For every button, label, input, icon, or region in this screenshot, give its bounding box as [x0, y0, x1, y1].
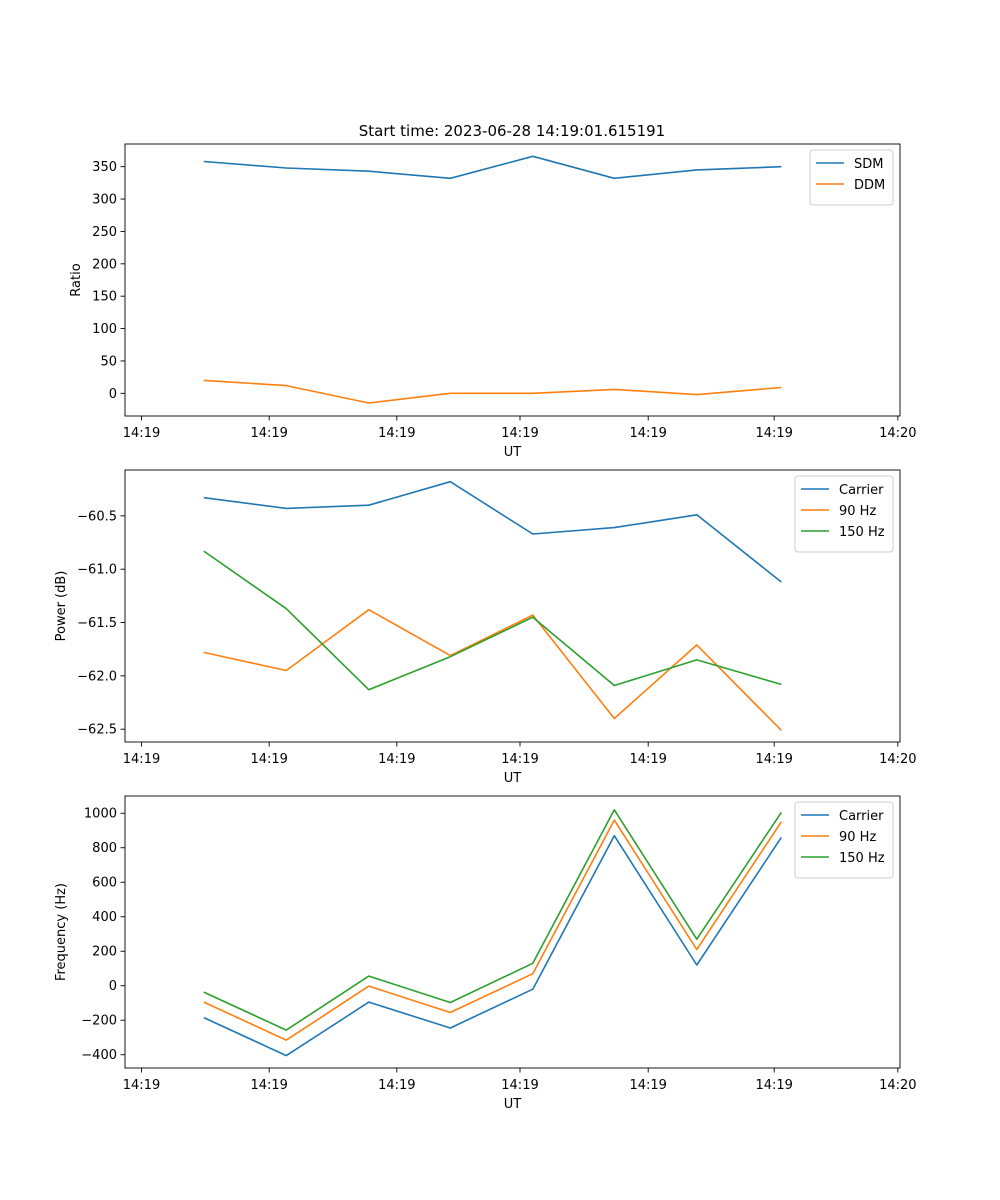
x-axis-label: UT — [504, 1097, 522, 1112]
x-tick-label: 14:19 — [378, 1078, 415, 1093]
y-tick-label: 800 — [92, 841, 117, 856]
x-tick-label: 14:19 — [755, 752, 792, 767]
x-axis-label: UT — [504, 771, 522, 786]
x-tick-label: 14:20 — [879, 752, 916, 767]
y-axis-label: Power (dB) — [54, 571, 69, 642]
x-tick-label: 14:19 — [378, 752, 415, 767]
x-tick-label: 14:19 — [123, 426, 160, 441]
y-tick-label: −61.5 — [77, 616, 117, 631]
x-tick-label: 14:19 — [123, 752, 160, 767]
y-tick-label: 0 — [109, 979, 117, 994]
legend-label: 150 Hz — [839, 851, 885, 866]
series-line-90-hz — [203, 819, 782, 1041]
x-tick-label: 14:19 — [629, 1078, 666, 1093]
series-line-carrier — [203, 834, 782, 1057]
y-tick-label: 150 — [92, 290, 117, 305]
series-line-150-hz — [203, 550, 782, 691]
series-line-150-hz — [203, 808, 782, 1031]
x-tick-label: 14:19 — [250, 426, 287, 441]
y-tick-label: −62.5 — [77, 723, 117, 738]
legend-label: Carrier — [839, 809, 884, 824]
x-tick-label: 14:19 — [378, 426, 415, 441]
legend-box — [794, 475, 894, 553]
chart-panel-1: 14:19 14:19 14:19 14:19 14:19 14:19 14:20 0 50 10… — [69, 143, 917, 460]
x-tick-label: 14:19 — [629, 752, 666, 767]
y-tick-label: −62.0 — [77, 669, 117, 684]
x-axis-label: UT — [504, 445, 522, 460]
series-line-carrier — [203, 480, 782, 583]
chart-panel-2: 14:19 14:19 14:19 14:19 14:19 14:19 14:20 −62.5… — [54, 469, 917, 786]
y-axis-label: Frequency (Hz) — [54, 883, 69, 981]
y-tick-label: 350 — [92, 160, 117, 175]
x-tick-label: 14:19 — [755, 1078, 792, 1093]
y-tick-label: 0 — [109, 387, 117, 402]
series-line-sdm — [203, 155, 782, 180]
x-tick-label: 14:19 — [501, 752, 538, 767]
legend-label: 90 Hz — [839, 830, 876, 845]
y-tick-label: −400 — [81, 1048, 117, 1063]
x-tick-label: 14:19 — [501, 426, 538, 441]
legend-label: 90 Hz — [839, 504, 876, 519]
x-tick-label: 14:19 — [629, 426, 666, 441]
figure-title: Start time: 2023-06-28 14:19:01.615191 — [359, 122, 665, 140]
x-tick-label: 14:19 — [755, 426, 792, 441]
x-tick-label: 14:19 — [501, 1078, 538, 1093]
legend: SDM DDM — [809, 149, 894, 206]
y-tick-label: −200 — [81, 1014, 117, 1029]
legend-label: DDM — [854, 178, 885, 193]
y-tick-label: 100 — [92, 322, 117, 337]
y-tick-label: −60.5 — [77, 509, 117, 524]
legend: Carrier 90 Hz 150 Hz — [794, 475, 894, 553]
legend-label: Carrier — [839, 483, 884, 498]
y-tick-label: 300 — [92, 193, 117, 208]
legend-label: 150 Hz — [839, 525, 885, 540]
y-tick-label: 200 — [92, 945, 117, 960]
series-line-90-hz — [203, 608, 782, 731]
x-tick-label: 14:19 — [250, 1078, 287, 1093]
y-tick-label: 50 — [100, 354, 117, 369]
y-tick-label: −61.0 — [77, 563, 117, 578]
y-tick-label: 600 — [92, 876, 117, 891]
legend: Carrier 90 Hz 150 Hz — [794, 801, 894, 879]
x-tick-label: 14:20 — [879, 1078, 916, 1093]
x-tick-label: 14:20 — [879, 426, 916, 441]
y-tick-label: 200 — [92, 257, 117, 272]
plot-frame — [124, 795, 901, 1069]
series-line-ddm — [203, 379, 782, 404]
x-tick-label: 14:19 — [123, 1078, 160, 1093]
chart-panel-3: 14:19 14:19 14:19 14:19 14:19 14:19 14:20 −400 −… — [54, 795, 917, 1112]
legend-label: SDM — [854, 157, 883, 172]
y-axis-label: Ratio — [69, 263, 84, 296]
y-tick-label: 1000 — [84, 807, 117, 822]
y-tick-label: 250 — [92, 225, 117, 240]
y-tick-label: 400 — [92, 910, 117, 925]
x-tick-label: 14:19 — [250, 752, 287, 767]
plot-frame — [124, 143, 901, 417]
legend-box — [794, 801, 894, 879]
plot-frame — [124, 469, 901, 743]
